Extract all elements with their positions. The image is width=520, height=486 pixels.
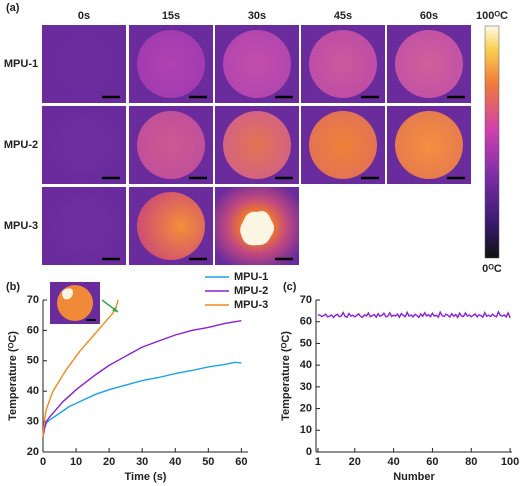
line-series xyxy=(42,320,242,437)
legend-label: MPU-3 xyxy=(234,299,268,311)
x-tick-label: 0 xyxy=(40,456,46,468)
y-tick-label: 60 xyxy=(27,324,39,336)
y-tick-label: 50 xyxy=(300,337,312,349)
x-tick-label: 40 xyxy=(387,456,399,468)
column-label: 30s xyxy=(248,10,266,22)
y-tick-label: 60 xyxy=(300,316,312,328)
y-tick-label: 40 xyxy=(300,359,312,371)
thermal-image xyxy=(301,25,385,103)
x-tick-label: 40 xyxy=(169,456,181,468)
x-tick-label: 20 xyxy=(349,456,361,468)
x-tick-label: 10 xyxy=(70,456,82,468)
thermal-image xyxy=(129,187,213,265)
x-axis-label: Number xyxy=(393,471,435,483)
colorbar-max: 100ᴼC xyxy=(476,10,508,22)
column-label: 60s xyxy=(420,10,438,22)
thermal-image xyxy=(42,187,126,265)
x-tick-label: 80 xyxy=(465,456,477,468)
thermal-image xyxy=(129,25,213,103)
thermal-image xyxy=(215,187,299,265)
panel-label: (b) xyxy=(6,281,20,293)
x-tick-label: 50 xyxy=(202,456,214,468)
line-series xyxy=(42,361,242,437)
y-tick-label: 10 xyxy=(300,424,312,436)
column-label: 0s xyxy=(78,10,90,22)
x-tick-label: 60 xyxy=(235,456,247,468)
thermal-image xyxy=(215,25,299,103)
y-axis-label: Temperature (ᴼC) xyxy=(7,331,19,421)
column-label: 45s xyxy=(334,10,352,22)
colorbar xyxy=(484,25,500,259)
colorbar-min: 0ᴼC xyxy=(482,263,502,275)
thermal-image xyxy=(301,106,385,184)
thermal-image xyxy=(42,106,126,184)
y-tick-label: 30 xyxy=(300,381,312,393)
thermal-image xyxy=(215,106,299,184)
x-axis-label: Time (s) xyxy=(125,471,167,483)
panel-label: (a) xyxy=(6,2,20,14)
x-tick-label: 100 xyxy=(501,456,519,468)
y-tick-label: 30 xyxy=(27,416,39,428)
thermal-image xyxy=(129,106,213,184)
legend-label: MPU-2 xyxy=(234,285,268,297)
row-label: MPU-1 xyxy=(4,58,38,70)
y-tick-label: 40 xyxy=(27,385,39,397)
row-label: MPU-3 xyxy=(4,220,38,232)
x-tick-label: 1 xyxy=(315,456,321,468)
thermal-image xyxy=(42,25,126,103)
x-tick-label: 20 xyxy=(103,456,115,468)
thermal-image xyxy=(387,25,471,103)
y-tick-label: 70 xyxy=(300,294,312,306)
thermal-image xyxy=(387,106,471,184)
y-axis-label: Temperature (ᴼC) xyxy=(280,331,292,421)
legend-label: MPU-1 xyxy=(234,271,268,283)
y-tick-label: 50 xyxy=(27,355,39,367)
x-tick-label: 30 xyxy=(136,456,148,468)
line-series xyxy=(317,310,511,319)
panel-label: (c) xyxy=(283,281,297,293)
y-tick-label: 20 xyxy=(27,446,39,458)
y-tick-label: 20 xyxy=(300,402,312,414)
line-series xyxy=(42,299,119,437)
inset-image xyxy=(50,282,119,324)
y-tick-label: 0 xyxy=(306,446,312,458)
x-tick-label: 60 xyxy=(426,456,438,468)
row-label: MPU-2 xyxy=(4,139,38,151)
y-tick-label: 70 xyxy=(27,294,39,306)
column-label: 15s xyxy=(162,10,180,22)
